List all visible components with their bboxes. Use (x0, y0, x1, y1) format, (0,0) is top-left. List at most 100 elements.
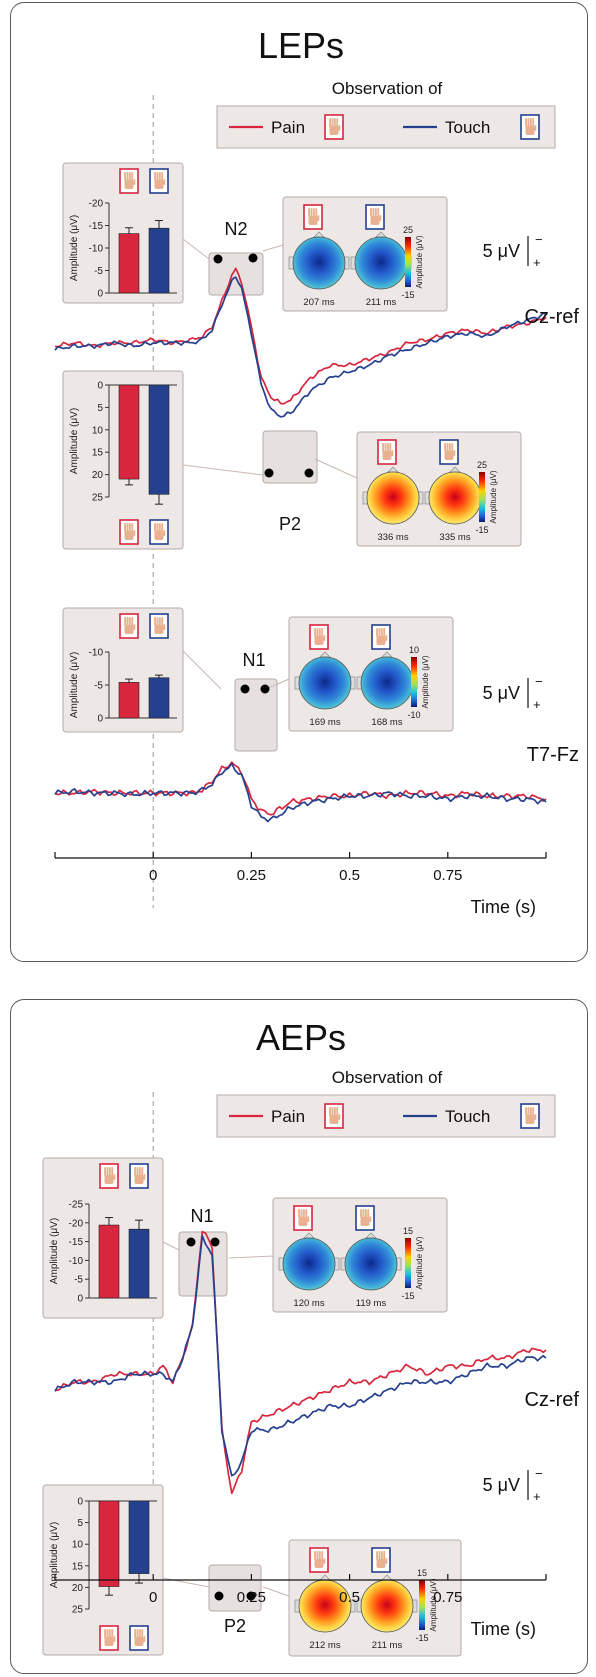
channel-label-cz: Cz-ref (525, 306, 580, 328)
thumb-shape (385, 1558, 388, 1564)
bar-tick-label: -20 (89, 199, 104, 210)
waveform-pain-aep-cz (55, 1230, 547, 1495)
topo-map-touch (428, 471, 482, 525)
bar-pain (118, 384, 140, 480)
finger-shape (331, 1107, 334, 1116)
bar-tick-label: -10 (89, 648, 104, 659)
finger-shape (161, 617, 164, 626)
peak-dot (240, 684, 250, 694)
scale-bar: 5 μV− + (483, 232, 543, 270)
pain-hand-icon (124, 617, 136, 634)
channel-label-t7: T7-Fz (527, 744, 579, 766)
connector-line (162, 1577, 210, 1588)
legend: Observation of Pain Touch (216, 1068, 556, 1138)
component-label-n1: N1 (190, 1206, 213, 1226)
thumb-shape (317, 215, 320, 221)
pain-hand-icon (104, 1167, 116, 1184)
finger-shape (111, 1629, 114, 1638)
topo-latency-label: 169 ms (309, 717, 340, 728)
finger-shape (156, 172, 159, 181)
palm-shape (444, 451, 454, 460)
topo-latency-label: 207 ms (303, 297, 334, 308)
legend-pain-label: Pain (271, 1107, 305, 1126)
topo-map-touch (344, 1237, 398, 1291)
finger-shape (111, 1167, 114, 1176)
time-axis-title: Time (s) (471, 897, 536, 917)
bar-inset-p2: 0 5 10 15 20 25 Amplitude (μV) (62, 370, 184, 550)
topo-colorbar (479, 472, 485, 522)
finger-shape (136, 1629, 139, 1638)
finger-shape (136, 1167, 139, 1176)
time-axis-title: Time (s) (471, 1619, 536, 1639)
scale-minus: − (535, 1466, 543, 1481)
touch-hand-icon (134, 1167, 146, 1184)
time-tick-label: 0 (149, 1589, 157, 1606)
thumb-shape (113, 1636, 116, 1642)
topo-latency-label: 212 ms (309, 1640, 340, 1651)
palm-shape (154, 180, 164, 189)
bar-y-label: Amplitude (μV) (69, 652, 80, 718)
time-axis-aep: 0 0.25 0.5 0.75 Time (s) (54, 1574, 547, 1639)
topo-map-touch (360, 656, 414, 710)
bar-touch (128, 1228, 150, 1299)
time-tick-label: 0.75 (433, 1589, 462, 1606)
bar-tick-label: -5 (74, 1275, 83, 1286)
palm-shape (154, 625, 164, 634)
thumb-shape (113, 1174, 116, 1180)
topo-latency-label: 335 ms (439, 532, 470, 543)
thumb-shape (369, 1216, 372, 1222)
finger-shape (108, 1629, 111, 1638)
bar-pain (98, 1500, 120, 1587)
panel-title: AEPs (256, 1017, 346, 1058)
time-tick-label: 0.5 (339, 867, 360, 884)
thumb-shape (323, 1558, 326, 1564)
colorbar-max-label: 10 (409, 645, 419, 655)
legend-touch-hand-icon (525, 118, 537, 135)
thumb-shape (143, 1636, 146, 1642)
topo-colorbar (419, 1580, 425, 1630)
finger-shape (451, 443, 454, 452)
lep-panel: LEPs Observation of Pain Touch -20 -15 -10 -5 0 A… (10, 2, 588, 962)
palm-shape (329, 1115, 339, 1124)
legend: Observation of Pain Touch (216, 79, 556, 149)
bar-tick-label: 0 (97, 289, 103, 300)
palm-shape (370, 216, 380, 225)
palm-shape (134, 1637, 144, 1646)
touch-hand-icon (154, 617, 166, 634)
finger-shape (156, 523, 159, 532)
touch-hand-icon (154, 172, 166, 189)
finger-shape (128, 523, 131, 532)
thumb-shape (379, 215, 382, 221)
finger-shape (154, 172, 156, 181)
pain-hand-icon (124, 523, 136, 540)
finger-shape (329, 1107, 331, 1116)
colorbar-label: Amplitude (μV) (429, 1578, 438, 1631)
peak-box (262, 430, 318, 484)
topo-latency-label: 119 ms (356, 1298, 387, 1309)
bar-tick-label: 15 (92, 448, 104, 459)
finger-shape (308, 208, 310, 217)
finger-shape (364, 1209, 367, 1218)
finger-shape (138, 1629, 141, 1638)
finger-shape (527, 118, 530, 127)
finger-shape (380, 628, 383, 637)
thumb-shape (163, 179, 166, 185)
scale-bar-label: 5 μV (483, 1475, 520, 1495)
palm-shape (382, 451, 392, 460)
bar-tick-label: -15 (89, 221, 104, 232)
pain-hand-icon (308, 208, 320, 225)
finger-shape (386, 443, 389, 452)
finger-shape (124, 172, 126, 181)
finger-shape (158, 172, 161, 181)
thumb-shape (338, 125, 341, 131)
bar-tick-label: -20 (69, 1218, 84, 1229)
finger-shape (444, 443, 446, 452)
panel-title: LEPs (258, 25, 344, 66)
thumb-shape (323, 635, 326, 641)
thumb-shape (385, 635, 388, 641)
connector-line (314, 458, 358, 479)
finger-shape (128, 617, 131, 626)
